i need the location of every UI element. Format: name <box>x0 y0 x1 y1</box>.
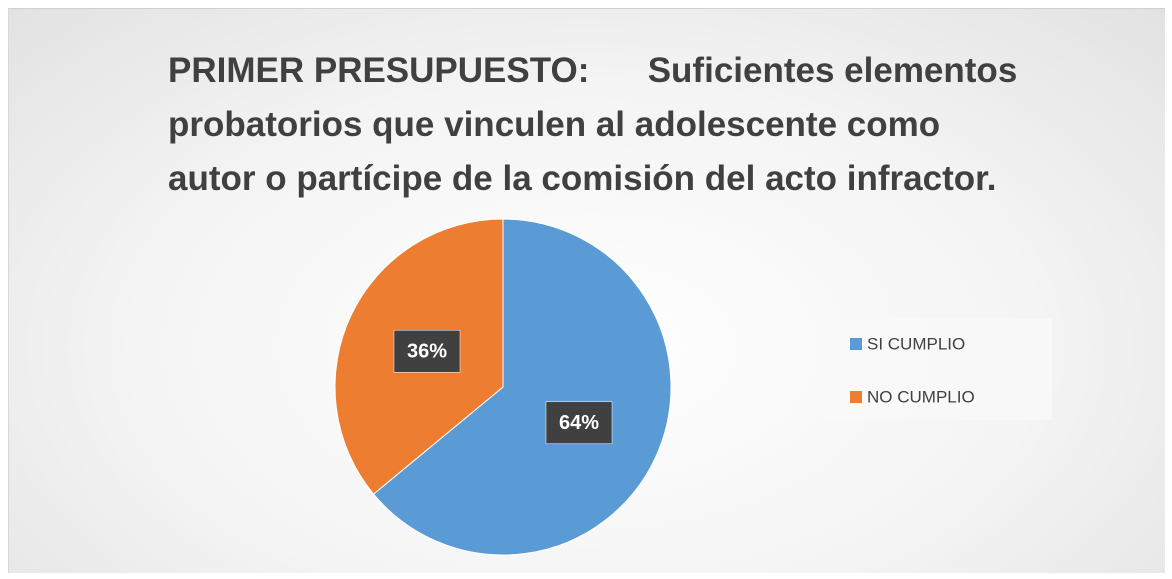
legend-swatch <box>850 391 862 403</box>
data-label-box <box>393 329 461 373</box>
legend-swatch <box>850 338 862 350</box>
legend-label: SI CUMPLIO <box>867 334 965 353</box>
data-label: 36% <box>407 341 447 363</box>
data-label-box <box>545 401 613 445</box>
chart-title: PRIMER PRESUPUESTO: Suficientes elemento… <box>168 51 1018 198</box>
data-label: 64% <box>559 412 599 434</box>
pie-slice <box>372 218 672 556</box>
legend-label: NO CUMPLIO <box>867 387 975 406</box>
